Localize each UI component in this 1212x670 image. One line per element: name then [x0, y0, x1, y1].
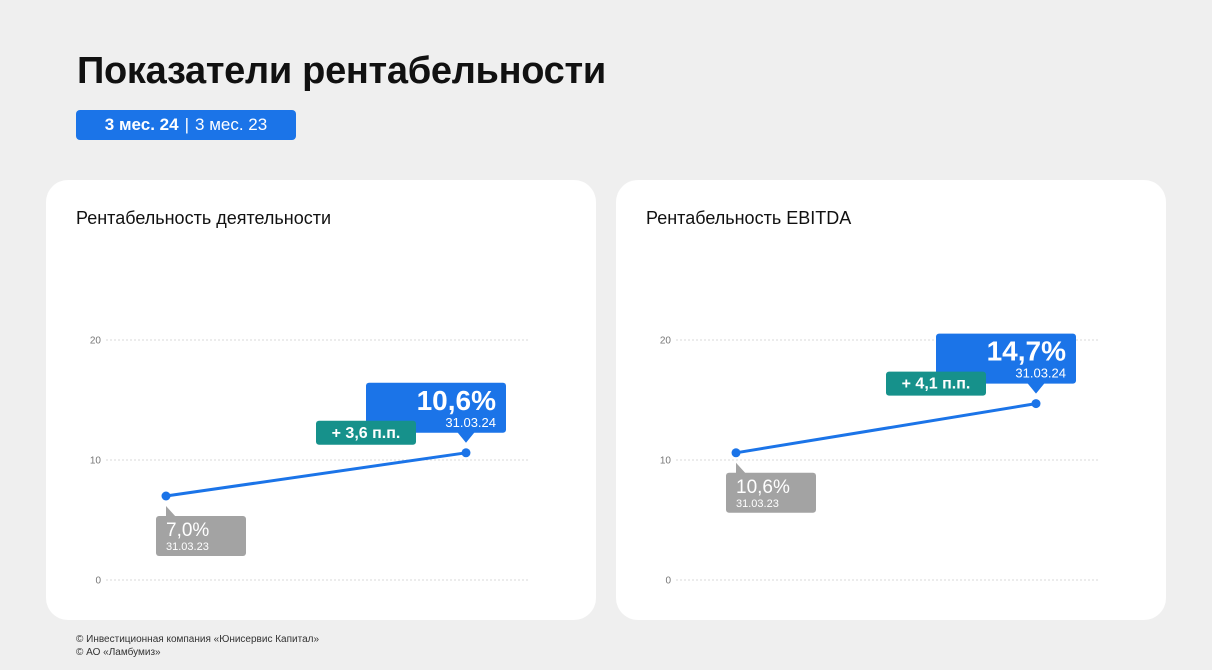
page-title: Показатели рентабельности [77, 50, 606, 92]
data-point [731, 448, 741, 458]
start-value-callout [726, 472, 816, 513]
data-point [461, 448, 471, 458]
end-callout-pointer [1027, 382, 1045, 394]
chart-card-ebitda-margin: Рентабельность EBITDA 0 10 20 10,6% 31.03.23… [616, 180, 1166, 620]
end-value-callout [936, 333, 1076, 384]
end-callout-pointer [457, 431, 475, 443]
period-previous[interactable]: 3 мес. 23 [195, 115, 268, 134]
start-callout-pointer [166, 506, 176, 517]
start-value-label: 10,6% [736, 477, 790, 498]
series-line [734, 402, 1038, 455]
operating-margin-chart: 0 10 20 7,0%31.03.23 10,6%31.03.24 + 3,6 п.п. [90, 336, 528, 587]
start-date-label: 31.03.23 [166, 541, 209, 553]
ebitda-margin-chart: 0 10 20 10,6%31.03.23 14,7%31.03.24 + 4,1 п.п… [660, 333, 1098, 587]
y-tick-label: 20 [660, 336, 672, 347]
y-tick-label: 0 [665, 576, 671, 587]
copyright-line: © Инвестиционная компания «Юнисервис Кап… [76, 634, 320, 645]
y-tick-label: 10 [660, 456, 672, 467]
delta-badge [316, 420, 416, 445]
end-date-label: 31.03.24 [445, 415, 496, 430]
y-tick-label: 10 [90, 456, 102, 467]
start-value-callout [156, 516, 246, 556]
end-date-label: 31.03.24 [1015, 366, 1066, 381]
footer: © Инвестиционная компания «Юнисервис Кап… [76, 633, 319, 659]
chart-title: Рентабельность деятельности [76, 208, 332, 228]
period-toggle[interactable]: 3 мес. 24 | 3 мес. 23 [76, 110, 296, 140]
start-date-label: 31.03.23 [736, 498, 779, 510]
start-value-label: 7,0% [166, 520, 209, 541]
end-value-callout [366, 382, 506, 433]
end-value-label: 10,6% [417, 385, 496, 416]
period-current[interactable]: 3 мес. 24 [104, 115, 179, 134]
chart-title: Рентабельность EBITDA [646, 208, 852, 228]
delta-badge [886, 371, 986, 396]
y-tick-label: 0 [95, 576, 101, 587]
series-line [164, 451, 468, 498]
data-point [1031, 399, 1041, 409]
chart-card-operating-margin: Рентабельность деятельности 0 10 20 7,0% 31.… [46, 180, 596, 620]
end-value-label: 14,7% [987, 336, 1066, 367]
period-separator: | [184, 115, 190, 134]
copyright-line: © АО «Ламбумиз» [76, 647, 161, 658]
y-tick-label: 20 [90, 336, 102, 347]
delta-label: + 4,1 п.п. [902, 376, 971, 393]
start-callout-pointer [736, 462, 746, 474]
delta-label: + 3,6 п.п. [332, 425, 401, 442]
data-point [161, 491, 171, 501]
